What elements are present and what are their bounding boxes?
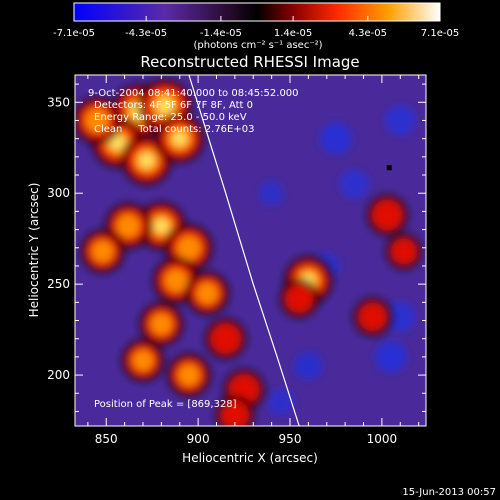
positive-flux-blobs [75, 78, 423, 426]
positive-blob-mid [85, 108, 110, 133]
positive-blob-mid [196, 282, 219, 305]
x-tick-label: 900 [187, 432, 210, 446]
positive-blob-mid [116, 214, 140, 238]
positive-blob-core [154, 218, 169, 234]
colorbar-tick-label: -7.1e-05 [53, 28, 95, 39]
negative-blob [267, 388, 295, 416]
colorbar-tick-label: -1.4e-05 [200, 28, 242, 39]
x-tick-label: 850 [95, 432, 118, 446]
colorbar-tick-label: -4.3e-05 [125, 28, 167, 39]
x-tick-label: 950 [279, 432, 302, 446]
y-tick-label: 200 [47, 368, 70, 382]
annotation-energy: Energy Range: 25.0 - 50.0 keV [94, 112, 247, 123]
positive-blob [220, 400, 250, 426]
negative-blob [259, 180, 285, 206]
positive-blob-mid [164, 268, 188, 293]
positive-blob-mid [178, 364, 200, 386]
positive-blob-core [156, 97, 174, 115]
colorbar-tick-label: 4.3e-05 [349, 28, 387, 39]
colorbar-tick-label: 1.4e-05 [274, 28, 312, 39]
positive-blob-mid [176, 235, 201, 260]
positive-blob [358, 302, 387, 332]
y-tick-label: 250 [47, 277, 70, 291]
plot-area [75, 75, 426, 426]
positive-blob-core [139, 153, 155, 168]
negative-blob [294, 351, 323, 380]
colorbar-unit: (photons cm⁻² s⁻¹ asec⁻²) [193, 40, 322, 51]
colorbar-tick-label: 7.1e-05 [421, 28, 459, 39]
chart-title: Reconstructed RHESSI Image [140, 53, 359, 71]
x-axis-label: Heliocentric X (arcsec) [182, 451, 318, 465]
annotation-clean: Clean Total counts: 2.76E+03 [94, 124, 254, 135]
negative-blob [385, 301, 416, 332]
annotation-detectors: Detectors: 4F 5F 6F 7F 8F, Att 0 [94, 100, 253, 111]
negative-blob [339, 169, 369, 199]
solar-limb [188, 75, 300, 426]
annotation-time-range: 9-Oct-2004 08:41:40.000 to 08:45:52.000 [88, 88, 299, 99]
positive-blob-mid [132, 350, 154, 371]
negative-blob [385, 105, 416, 136]
negative-blob [375, 340, 408, 373]
colorbar-ticks [73, 16, 441, 21]
y-axis-label: Heliocentric Y (arcsec) [27, 183, 41, 318]
positive-blob [390, 238, 417, 265]
axis-ticks [75, 75, 426, 426]
positive-blob [210, 323, 242, 355]
y-tick-label: 350 [47, 95, 70, 109]
peak-marker [386, 165, 392, 171]
plot-frame [74, 74, 427, 427]
colorbar-tick-labels: -7.1e-05 -4.3e-05 -1.4e-05 1.4e-05 4.3e-05 7.… [53, 28, 459, 39]
positive-blob-core [172, 131, 187, 146]
y-tick-label: 300 [47, 186, 70, 200]
colorbar [73, 2, 441, 22]
y-tick-labels: 200 250 300 350 [47, 95, 70, 382]
positive-blob-mid [150, 313, 173, 335]
x-tick-labels: 850 900 950 1000 [95, 432, 397, 446]
footer-date: 15-Jun-2013 00:57 [402, 487, 496, 498]
positive-blob-mid [91, 240, 114, 263]
positive-blob [372, 199, 403, 231]
x-tick-label: 1000 [367, 432, 398, 446]
negative-blob [319, 122, 352, 155]
positive-blob [284, 284, 314, 313]
annotation-peak: Position of Peak = [869,328] [94, 399, 237, 410]
